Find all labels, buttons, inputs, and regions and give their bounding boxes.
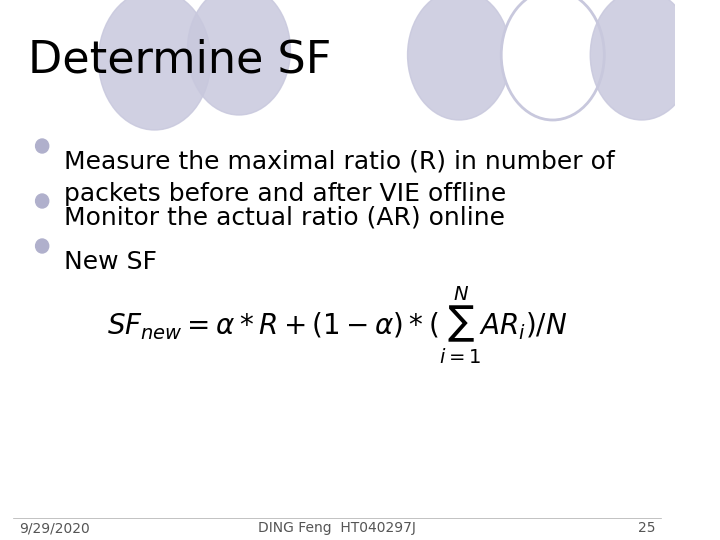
Text: Monitor the actual ratio (AR) online: Monitor the actual ratio (AR) online [63,205,505,229]
Ellipse shape [187,0,290,115]
Ellipse shape [99,0,211,130]
Text: Measure the maximal ratio (R) in number of
packets before and after VIE offline: Measure the maximal ratio (R) in number … [63,150,614,206]
Circle shape [35,139,49,153]
Ellipse shape [590,0,693,120]
Ellipse shape [501,0,604,120]
Text: 9/29/2020: 9/29/2020 [19,521,89,535]
Text: 25: 25 [639,521,656,535]
Text: New SF: New SF [63,250,157,274]
Text: DING Feng  HT040297J: DING Feng HT040297J [258,521,416,535]
Circle shape [35,239,49,253]
Text: Determine SF: Determine SF [28,38,331,82]
Text: $SF_{new} = \alpha * R + (1 - \alpha) * (\sum_{i=1}^{N} AR_i) / N$: $SF_{new} = \alpha * R + (1 - \alpha) * … [107,284,567,366]
Circle shape [35,194,49,208]
Ellipse shape [408,0,510,120]
